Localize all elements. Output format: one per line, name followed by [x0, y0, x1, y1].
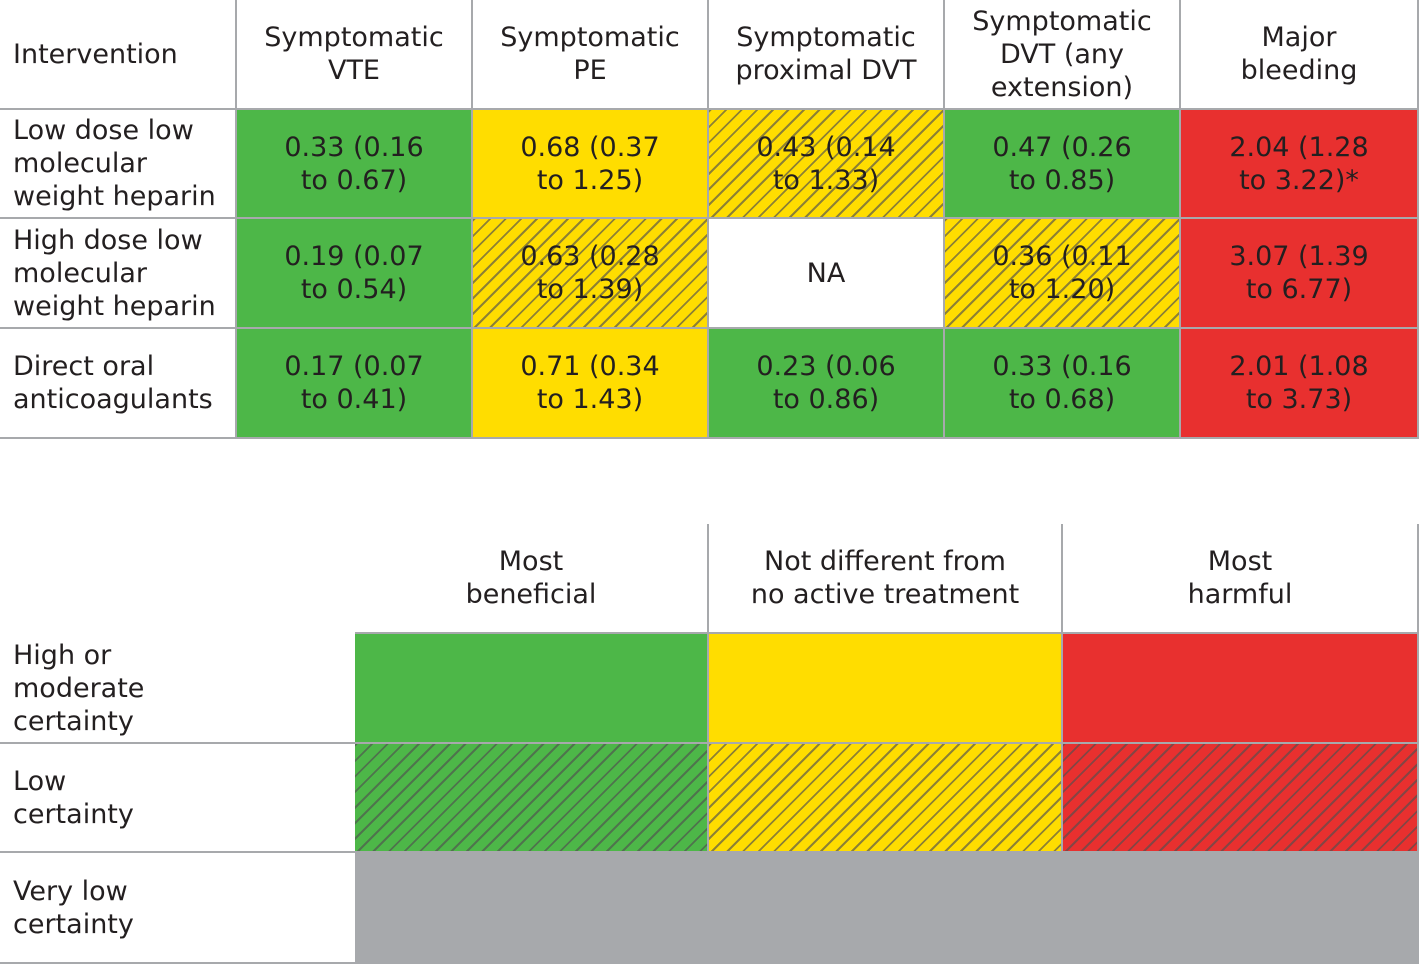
legend-swatch: [709, 634, 1063, 744]
estimate-cell: 3.07 (1.39 to 6.77): [1181, 219, 1419, 329]
estimate-cell: 0.71 (0.34 to 1.43): [473, 329, 709, 439]
estimate-cell: NA: [709, 219, 945, 329]
estimate-cell: 0.63 (0.28 to 1.39): [473, 219, 709, 329]
estimate-cell: 0.43 (0.14 to 1.33): [709, 110, 945, 219]
estimate-cell: 0.33 (0.16 to 0.68): [945, 329, 1181, 439]
estimate-cell: 0.17 (0.07 to 0.41): [237, 329, 473, 439]
legend-swatch: [1063, 744, 1419, 853]
estimate-cell: 0.68 (0.37 to 1.25): [473, 110, 709, 219]
row-label: High dose low molecular weight heparin: [0, 219, 237, 329]
column-header: Symptomatic VTE: [237, 0, 473, 110]
estimate-cell: 0.23 (0.06 to 0.86): [709, 329, 945, 439]
estimate-cell: 2.01 (1.08 to 3.73): [1181, 329, 1419, 439]
column-header: Symptomatic DVT (any extension): [945, 0, 1181, 110]
legend-column-header: Most harmful: [1063, 524, 1419, 634]
legend-swatch: [1063, 634, 1419, 744]
column-header: Symptomatic PE: [473, 0, 709, 110]
row-label: Low dose low molecular weight heparin: [0, 110, 237, 219]
legend-row-label: Very low certainty: [0, 853, 357, 964]
estimate-cell: 2.04 (1.28 to 3.22)*: [1181, 110, 1419, 219]
estimate-cell: 0.47 (0.26 to 0.85): [945, 110, 1181, 219]
legend-swatch-very-low: [357, 853, 1419, 964]
legend-swatch: [355, 744, 709, 853]
estimate-cell: 0.33 (0.16 to 0.67): [237, 110, 473, 219]
column-header: Symptomatic proximal DVT: [709, 0, 945, 110]
legend-swatch: [355, 634, 709, 744]
legend-swatch: [709, 744, 1063, 853]
legend-row-label: Low certainty: [0, 744, 357, 853]
row-label: Direct oral anticoagulants: [0, 329, 237, 439]
legend-column-header: Most beneficial: [355, 524, 709, 634]
legend-column-header: Not different from no active treatment: [709, 524, 1063, 634]
header-intervention: Intervention: [0, 0, 237, 110]
legend-row-label: High or moderate certainty: [0, 634, 357, 744]
column-header: Major bleeding: [1181, 0, 1419, 110]
estimate-cell: 0.19 (0.07 to 0.54): [237, 219, 473, 329]
estimate-cell: 0.36 (0.11 to 1.20): [945, 219, 1181, 329]
